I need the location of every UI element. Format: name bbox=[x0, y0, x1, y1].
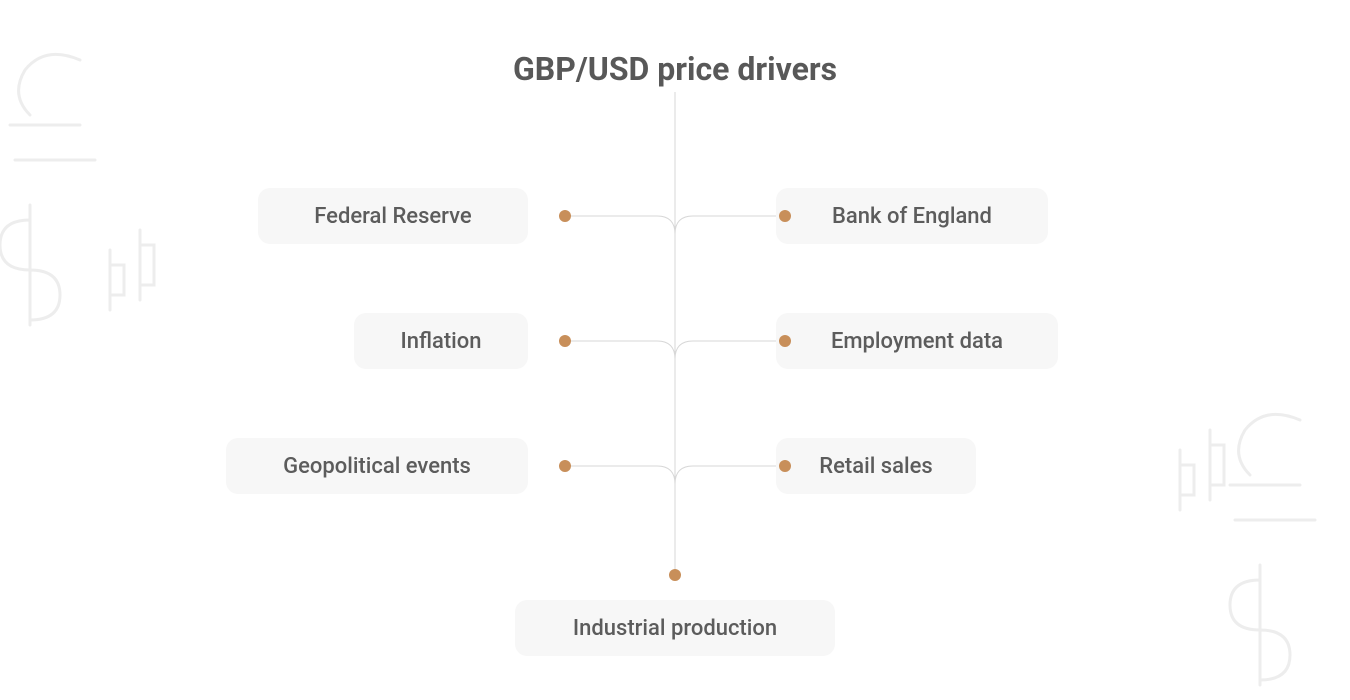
node-label-inflation: Inflation bbox=[400, 329, 481, 354]
node-label-employment-data: Employment data bbox=[831, 329, 1003, 354]
node-label-bank-of-england: Bank of England bbox=[832, 204, 992, 229]
bg-decor-right bbox=[1150, 380, 1350, 700]
node-industrial-production: Industrial production bbox=[515, 600, 835, 656]
connector-dot-industrial-production bbox=[669, 569, 681, 581]
connector-dot-federal-reserve bbox=[559, 210, 571, 222]
connector-dot-geopolitical-events bbox=[559, 460, 571, 472]
bg-decor-left bbox=[0, 40, 180, 380]
connector-dot-inflation bbox=[559, 335, 571, 347]
diagram-stage: GBP/USD price drivers Federal Reserve Inf… bbox=[0, 0, 1350, 684]
node-label-industrial-production: Industrial production bbox=[573, 616, 777, 641]
diagram-title: GBP/USD price drivers bbox=[513, 50, 837, 88]
node-inflation: Inflation bbox=[354, 313, 528, 369]
node-federal-reserve: Federal Reserve bbox=[258, 188, 528, 244]
connector-lines bbox=[0, 0, 1350, 684]
connector-dot-retail-sales bbox=[779, 460, 791, 472]
node-bank-of-england: Bank of England bbox=[776, 188, 1048, 244]
node-label-federal-reserve: Federal Reserve bbox=[314, 204, 471, 229]
connector-dot-employment-data bbox=[779, 335, 791, 347]
node-geopolitical-events: Geopolitical events bbox=[226, 438, 528, 494]
node-employment-data: Employment data bbox=[776, 313, 1058, 369]
node-label-geopolitical-events: Geopolitical events bbox=[283, 454, 471, 479]
connector-dot-bank-of-england bbox=[779, 210, 791, 222]
node-label-retail-sales: Retail sales bbox=[819, 454, 932, 479]
node-retail-sales: Retail sales bbox=[776, 438, 976, 494]
